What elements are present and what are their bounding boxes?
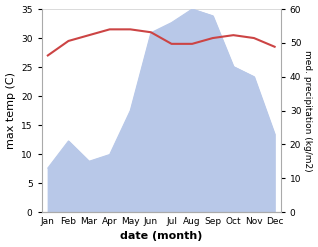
X-axis label: date (month): date (month) (120, 231, 203, 242)
Y-axis label: max temp (C): max temp (C) (5, 72, 16, 149)
Y-axis label: med. precipitation (kg/m2): med. precipitation (kg/m2) (303, 50, 313, 171)
